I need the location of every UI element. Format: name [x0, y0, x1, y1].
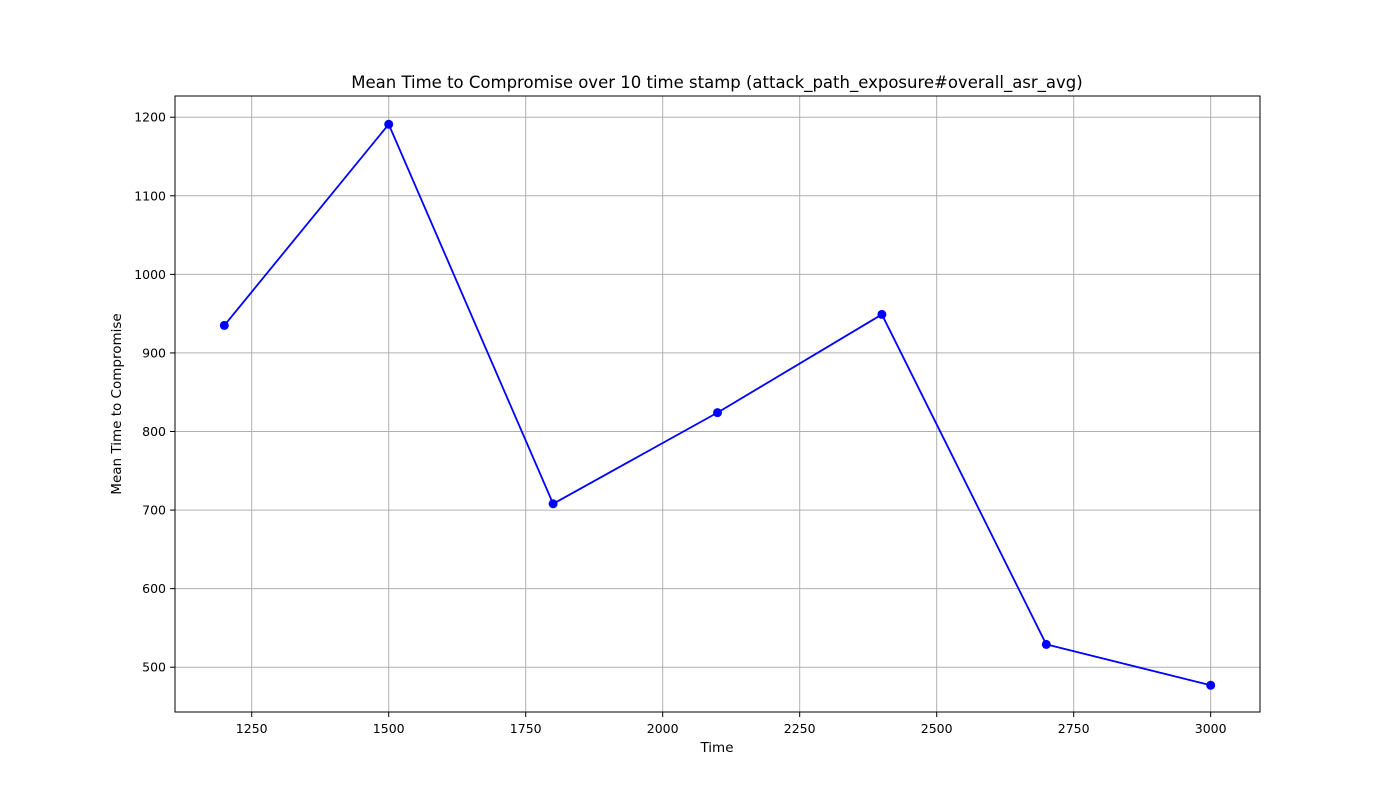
x-tick-label: 2500	[921, 721, 953, 736]
x-tick-label: 1250	[236, 721, 268, 736]
x-axis-label: Time	[699, 740, 733, 756]
data-point	[877, 309, 887, 319]
y-tick-label: 500	[142, 660, 166, 675]
y-tick-label: 900	[142, 345, 166, 360]
y-tick-label: 1000	[134, 267, 166, 282]
data-point	[1206, 680, 1216, 690]
data-point	[384, 119, 394, 129]
y-tick-label: 600	[142, 581, 166, 596]
axis-ticks: 1250 1500 1750 2000 2250 2500 2750 3000 500 600 70…	[134, 110, 1226, 736]
y-tick-label: 700	[142, 503, 166, 518]
data-point	[219, 320, 229, 330]
grid-lines	[175, 96, 1260, 712]
data-point	[548, 499, 558, 509]
x-tick-label: 2000	[647, 721, 679, 736]
x-tick-label: 1750	[510, 721, 542, 736]
data-series	[219, 119, 1216, 690]
x-tick-label: 3000	[1195, 721, 1227, 736]
data-point	[713, 408, 722, 418]
x-tick-label: 2750	[1058, 721, 1090, 736]
chart-title: Mean Time to Compromise over 10 time sta…	[351, 73, 1082, 93]
y-tick-label: 1100	[134, 188, 166, 203]
y-axis-label: Mean Time to Compromise	[109, 313, 125, 494]
plot-frame	[174, 95, 1261, 713]
series-line	[223, 123, 1211, 687]
x-tick-label: 1500	[373, 721, 405, 736]
x-tick-label: 2250	[784, 721, 816, 736]
y-tick-label: 1200	[134, 110, 166, 125]
data-point	[1041, 639, 1051, 649]
y-tick-label: 800	[142, 424, 166, 439]
